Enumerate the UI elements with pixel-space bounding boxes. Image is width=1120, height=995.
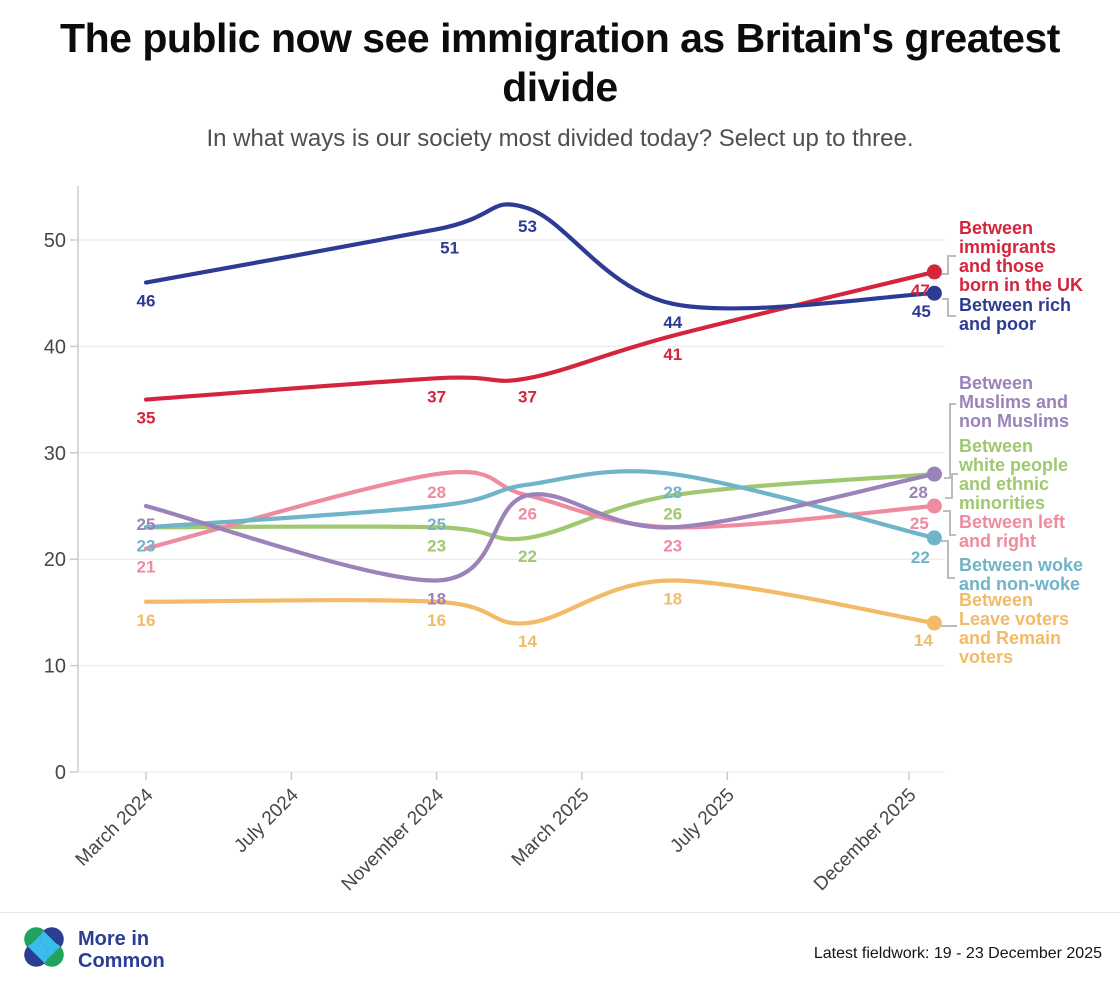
line-rich_poor <box>143 202 937 311</box>
end-dot-leave_remain <box>926 615 942 631</box>
value-label-woke-4: 22 <box>911 548 930 567</box>
end-dot-muslims <box>926 466 942 482</box>
value-label-muslims-1: 18 <box>427 589 446 608</box>
value-label-immigrants-2: 37 <box>518 387 537 406</box>
legend-connector-left_right <box>943 510 956 536</box>
value-label-immigrants-3: 41 <box>663 345 682 364</box>
y-tick-label-30: 30 <box>44 443 66 465</box>
value-label-muslims-0: 25 <box>137 515 156 534</box>
end-dot-woke <box>926 530 942 546</box>
value-label-woke-1: 25 <box>427 515 446 534</box>
value-label-rich_poor-1: 51 <box>440 238 459 257</box>
value-label-left_right-0: 21 <box>137 558 156 577</box>
page-title: The public now see immigration as Britai… <box>60 15 1060 110</box>
value-label-leave_remain-3: 18 <box>663 589 682 608</box>
x-tick-label: July 2025 <box>666 785 738 857</box>
x-tick-label: November 2024 <box>338 784 449 895</box>
value-label-rich_poor-4: 45 <box>912 302 931 321</box>
line-leave_remain <box>143 578 937 626</box>
value-label-woke-3: 28 <box>663 483 682 502</box>
brand-name: More in Common <box>78 928 165 972</box>
y-tick-label-40: 40 <box>44 336 66 358</box>
value-label-left_right-2: 26 <box>518 504 537 523</box>
x-tick-label: December 2025 <box>810 785 920 895</box>
x-tick-label: July 2024 <box>230 784 303 857</box>
value-label-white_ethnic-1: 23 <box>427 536 446 555</box>
logo-petal <box>24 942 49 967</box>
line-white_ethnic <box>143 471 937 542</box>
value-label-rich_poor-3: 44 <box>663 313 682 332</box>
y-tick-label-0: 0 <box>55 762 66 784</box>
footer-divider <box>0 912 1120 913</box>
legend-connector-woke <box>941 540 955 579</box>
y-tick-label-20: 20 <box>44 549 66 571</box>
value-label-left_right-4: 25 <box>910 514 929 533</box>
line-woke <box>143 469 937 541</box>
footer: More in Common Latest fieldwork: 19 - 23 … <box>0 913 1120 995</box>
more-in-common-logo-icon <box>24 927 64 967</box>
value-label-leave_remain-0: 16 <box>137 611 156 630</box>
value-label-left_right-3: 23 <box>663 536 682 555</box>
value-label-white_ethnic-2: 22 <box>518 547 537 566</box>
fieldwork-note: Latest fieldwork: 19 - 23 December 2025 <box>813 945 1102 962</box>
line-muslims <box>143 471 937 583</box>
value-label-left_right-1: 28 <box>427 483 446 502</box>
y-tick-label-50: 50 <box>44 230 66 252</box>
value-label-leave_remain-4: 14 <box>914 631 933 650</box>
legend-connector-white_ethnic <box>945 473 958 499</box>
line-immigrants <box>143 269 937 402</box>
divides-line-chart: 0 10 20 30 40 50 March 2024 July 2024 November 2… <box>44 186 958 895</box>
y-tick-label-10: 10 <box>44 656 66 678</box>
value-label-rich_poor-0: 46 <box>137 292 156 311</box>
legend-connector-immigrants <box>941 255 956 275</box>
value-label-white_ethnic-3: 26 <box>663 504 682 523</box>
value-label-rich_poor-2: 53 <box>518 217 537 236</box>
chart-header: The public now see immigration as Britai… <box>0 14 1120 153</box>
value-label-immigrants-0: 35 <box>137 409 156 428</box>
value-label-immigrants-1: 37 <box>427 387 446 406</box>
value-label-leave_remain-1: 16 <box>427 611 446 630</box>
end-dot-rich_poor <box>926 285 942 301</box>
end-dot-immigrants <box>926 264 942 280</box>
x-tick-label: March 2024 <box>72 784 158 870</box>
legend-connector-muslims <box>944 403 956 479</box>
legend-connector-rich_poor <box>942 298 956 317</box>
x-tick-label: March 2025 <box>508 785 594 871</box>
page-subtitle: In what ways is our society most divided… <box>206 125 914 152</box>
value-label-woke-0: 23 <box>137 536 156 555</box>
value-label-immigrants-4: 47 <box>911 281 930 300</box>
value-label-leave_remain-2: 14 <box>518 632 537 651</box>
end-dot-left_right <box>926 498 942 514</box>
value-label-muslims-4: 28 <box>909 483 928 502</box>
